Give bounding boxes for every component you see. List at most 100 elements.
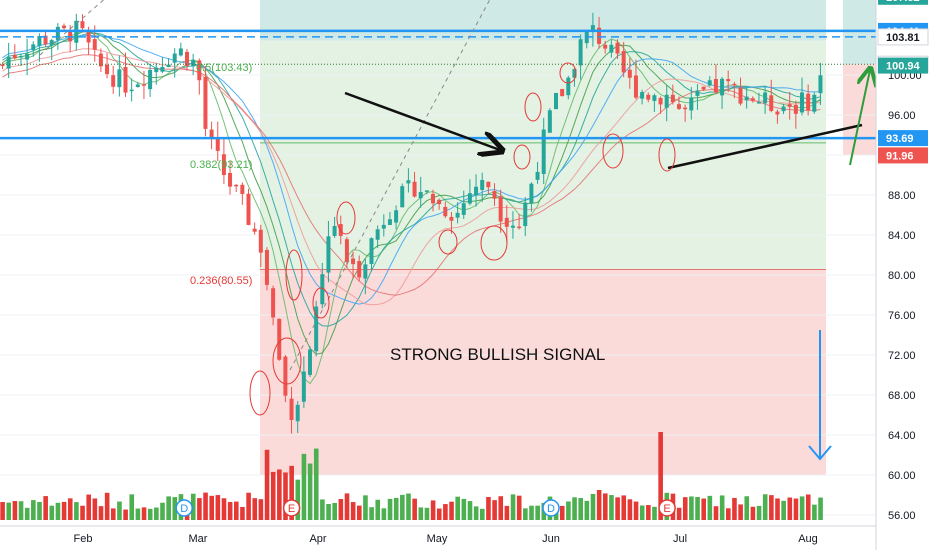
volume-bar (86, 494, 91, 520)
volume-bar (98, 506, 104, 520)
volume-bar (633, 501, 639, 520)
candle-body (141, 84, 146, 86)
candle-body (123, 67, 128, 93)
fib-zone-red (260, 269, 826, 475)
volume-bar (141, 507, 147, 520)
price-tag-label: 93.69 (886, 133, 914, 145)
candle-body (387, 219, 392, 225)
candle-body (652, 95, 657, 101)
volume-bar (713, 506, 719, 520)
volume-bar (498, 496, 504, 520)
volume-bar (80, 505, 85, 520)
dividend-label: D (547, 503, 555, 515)
candle-body (191, 59, 196, 67)
candle-body (621, 51, 626, 73)
candle-body (351, 258, 356, 265)
volume-bar (12, 501, 18, 520)
candle-body (234, 184, 239, 187)
volume-bar (682, 497, 688, 520)
volume-bar (424, 507, 430, 520)
price-tag: 91.96 (878, 147, 928, 164)
fib-zones (260, 0, 876, 476)
volume-bar (738, 504, 743, 520)
volume-bar (313, 448, 319, 520)
candle-body (504, 217, 509, 227)
candle-body (271, 288, 276, 318)
candle-body (763, 92, 768, 104)
candle-body (406, 180, 411, 184)
candle-body (443, 206, 448, 217)
volume-bar (504, 505, 510, 520)
candle-body (572, 69, 577, 78)
candle-body (332, 226, 337, 236)
y-tick-label: 60.00 (888, 470, 916, 482)
volume-bar (227, 502, 233, 520)
volume-bar (258, 499, 264, 520)
fib-label-0236: 0.236(80.55) (190, 275, 252, 287)
volume-bar (24, 507, 30, 520)
ma-ribbon-line (2, 54, 821, 296)
candle-body (781, 106, 786, 112)
candle-body (43, 35, 48, 45)
volume-bar (123, 509, 128, 520)
candle-body (258, 229, 263, 253)
volume-bar (31, 500, 36, 520)
volume-bar (566, 501, 571, 520)
x-tick-label: Jun (542, 533, 560, 545)
volume-bar (197, 498, 202, 520)
volume-bar (203, 492, 208, 520)
volume-bar (639, 505, 645, 520)
volume-bar (18, 501, 24, 520)
candle-body (215, 137, 220, 151)
candle-body (498, 196, 503, 222)
volume-bar (781, 500, 786, 520)
volume-bar (516, 495, 522, 520)
volume-bar (590, 493, 596, 520)
volume-bar (449, 501, 454, 520)
candle-body (437, 199, 442, 205)
earnings-label: E (663, 503, 670, 515)
candle-body (756, 102, 761, 104)
volume-bar (147, 508, 153, 520)
event-marker-dividend: D (542, 499, 560, 517)
ma-ribbon-line (2, 34, 821, 305)
candle-body (221, 154, 226, 175)
arrow-black (344, 91, 500, 150)
ma-ribbon-line (2, 32, 821, 327)
candle-body (400, 186, 405, 208)
candle-body (295, 404, 300, 422)
dividend-label: D (180, 503, 188, 515)
volume-bar (412, 498, 417, 520)
candle-body (92, 39, 97, 50)
price-tag-label: 100.94 (886, 61, 921, 73)
volume-bar (67, 498, 73, 520)
candle-body (178, 48, 183, 56)
volume-bar (104, 492, 110, 520)
volume-bar (707, 495, 713, 520)
candle-body (6, 56, 11, 69)
candle-body (314, 306, 319, 352)
volume-bar (264, 449, 270, 520)
price-tag: 103.81 (877, 28, 929, 46)
candle-body (461, 203, 466, 215)
highlight-ellipse (513, 144, 531, 170)
volume-bar (621, 495, 627, 520)
candle-body (492, 191, 497, 199)
highlight-ellipse (658, 138, 676, 172)
volume-bar (695, 496, 700, 520)
volume-bar (117, 501, 122, 520)
price-tag-label: 107.82 (886, 0, 920, 4)
candle-body (166, 64, 171, 68)
volume-bar (467, 501, 473, 520)
highlight-ellipse (559, 62, 577, 84)
candle-body (578, 39, 583, 66)
volume-bar (701, 498, 706, 520)
earnings-circle (658, 499, 676, 517)
volume-bar (529, 505, 534, 520)
volume-bar (74, 502, 79, 520)
volume-bar (658, 432, 663, 520)
volume-bar (492, 500, 497, 520)
volume-bar (603, 493, 608, 520)
volume-bar (0, 502, 5, 520)
candle-body (677, 104, 681, 109)
